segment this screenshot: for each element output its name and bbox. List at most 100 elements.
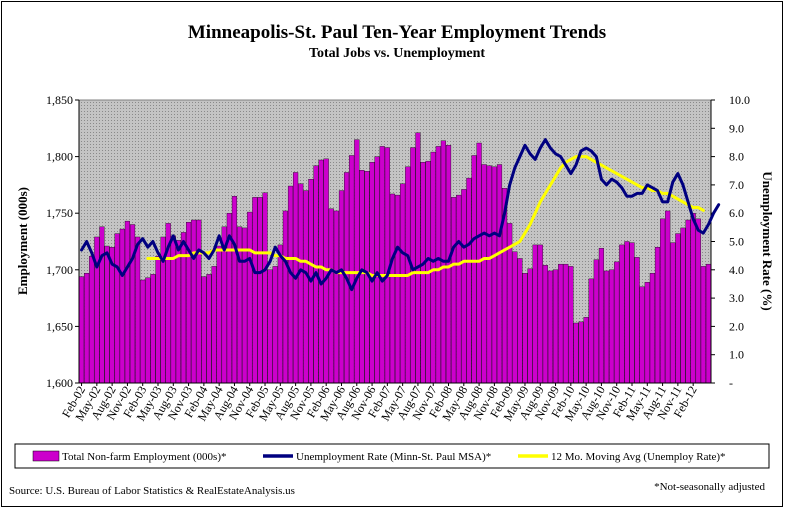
employment-bar (573, 322, 579, 384)
employment-bar (374, 156, 380, 384)
employment-bar (252, 197, 258, 384)
employment-bar (84, 273, 90, 384)
employment-bar (471, 155, 477, 384)
legend-label-unemployment: Unemployment Rate (Minn-St. Paul MSA)* (296, 451, 491, 463)
employment-bar (476, 142, 482, 384)
employment-bar (99, 226, 105, 384)
employment-bar (542, 265, 548, 384)
employment-bar (537, 244, 543, 384)
employment-bar (257, 197, 263, 384)
employment-bar (461, 189, 467, 384)
moving-average-line (146, 155, 705, 277)
employment-bar (491, 166, 497, 384)
employment-bar (328, 208, 334, 384)
employment-bar (609, 269, 615, 384)
seasonal-note: *Not-seasonally adjusted (654, 481, 765, 493)
employment-bar (216, 245, 222, 384)
employment-bar (629, 242, 635, 384)
employment-bar (114, 233, 120, 384)
employment-bar (359, 170, 365, 384)
employment-bar (486, 165, 492, 384)
employment-bar (619, 244, 625, 384)
employment-bar (665, 210, 671, 384)
employment-bar (201, 276, 207, 384)
employment-bar (89, 256, 95, 384)
employment-bar (512, 251, 518, 384)
employment-bar (262, 192, 268, 384)
rate-lines (80, 138, 721, 292)
employment-bar (634, 257, 640, 384)
employment-bar (527, 268, 533, 384)
employment-bar (104, 245, 110, 384)
employment-bar (145, 277, 151, 384)
employment-bar (456, 194, 462, 384)
employment-bar (578, 321, 584, 384)
employment-bar (150, 274, 156, 384)
y-tick-label: 1,750 (46, 206, 73, 220)
employment-bar (231, 196, 238, 384)
employment-bar (639, 286, 645, 384)
employment-bar (466, 177, 472, 384)
employment-bar (558, 263, 564, 384)
employment-bar (247, 211, 253, 384)
legend-swatch-employment (32, 450, 60, 462)
employment-bar (583, 317, 589, 384)
y-tick-label: 1,600 (46, 376, 73, 390)
employment-bar (675, 233, 681, 384)
y2-tick-label: 9.0 (729, 121, 744, 135)
employment-bar (593, 259, 599, 384)
y2-tick-label: 10.0 (729, 93, 750, 107)
legend-label-employment: Total Non-farm Employment (000s)* (62, 451, 227, 463)
employment-bar (333, 210, 339, 384)
y-tick-label: 1,800 (46, 150, 73, 164)
employment-bar (649, 273, 655, 384)
employment-bar (700, 266, 706, 384)
y-tick-label: 1,650 (46, 319, 73, 333)
employment-bar (379, 146, 385, 384)
employment-bar (394, 194, 401, 384)
employment-bar (685, 219, 691, 384)
employment-bar (680, 227, 686, 384)
y-tick-label: 1,700 (46, 263, 73, 277)
employment-bar (517, 258, 523, 384)
employment-bar (415, 132, 421, 384)
employment-bar (451, 197, 457, 384)
employment-bar (695, 218, 701, 384)
employment-bar (568, 266, 574, 384)
employment-bar (206, 274, 212, 384)
y2-tick-label: 6.0 (729, 206, 744, 220)
y2-tick-label: 3.0 (729, 291, 744, 305)
employment-bar (175, 240, 181, 384)
employment-bar (124, 220, 130, 384)
x-tick-labels: Feb-02May-02Aug-02Nov-02Feb-03May-03Aug-… (59, 383, 700, 423)
employment-bar (369, 162, 375, 384)
employment-bar (522, 273, 528, 384)
employment-bar (705, 263, 712, 384)
employment-bar (354, 139, 360, 384)
chart-subtitle: Total Jobs vs. Unemployment (309, 46, 485, 61)
employment-bar (119, 228, 125, 384)
unemployment-rate-line (80, 138, 721, 292)
employment-bar (624, 241, 630, 384)
employment-bar (78, 276, 85, 384)
employment-bar (654, 246, 661, 384)
employment-bar (496, 164, 503, 384)
employment-bar (547, 270, 554, 384)
employment-bar (155, 256, 161, 384)
employment-bar (614, 261, 620, 384)
employment-bar (430, 151, 436, 384)
employment-bar (135, 236, 141, 384)
employment-bar (481, 164, 487, 384)
employment-bar (129, 224, 136, 384)
employment-bar (277, 244, 283, 384)
employment-bar (191, 219, 197, 384)
chart-title: Minneapolis-St. Paul Ten-Year Employment… (188, 22, 606, 43)
employment-bar (603, 270, 610, 384)
legend-label-moving-avg: 12 Mo. Moving Avg (Unemploy Rate)* (551, 451, 726, 463)
y2-tick-label: 5.0 (729, 235, 744, 249)
employment-bar (272, 266, 278, 384)
employment-bar (598, 248, 604, 384)
y2-tick-label: 1.0 (729, 348, 744, 362)
employment-bar (338, 190, 345, 384)
employment-bar (349, 155, 355, 384)
